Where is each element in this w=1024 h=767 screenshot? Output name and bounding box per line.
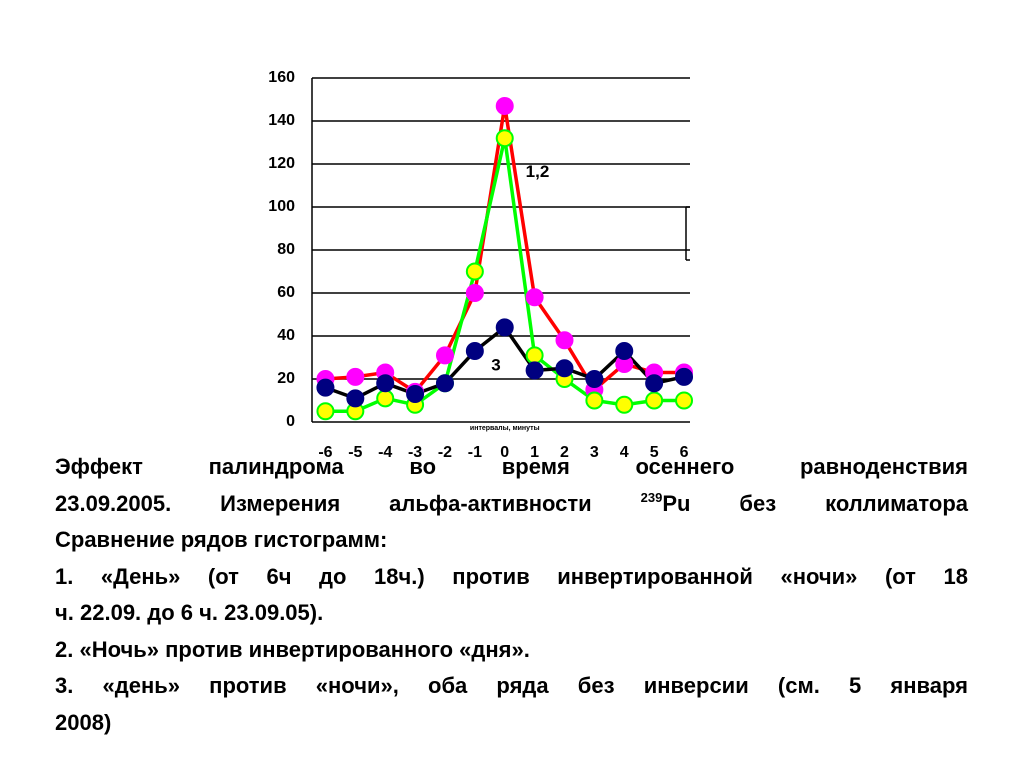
x-tick-label: 4 xyxy=(620,444,629,461)
point xyxy=(555,331,574,350)
x-tick-label: 3 xyxy=(590,444,599,461)
x-tick-label: -2 xyxy=(438,444,452,461)
y-tick-label: 60 xyxy=(277,284,295,301)
caption-line: 1. «День» (от 6ч до 18ч.) против инверти… xyxy=(55,563,968,589)
x-tick-label: 5 xyxy=(650,444,659,461)
annotation: 1,2 xyxy=(526,162,550,181)
caption: Эффект палиндрома во время осеннего равн… xyxy=(55,449,968,741)
point xyxy=(406,385,425,404)
annotation: 3 xyxy=(491,356,500,375)
point xyxy=(376,389,395,408)
x-tick-label: -5 xyxy=(348,444,362,461)
x-tick-label: 0 xyxy=(500,444,509,461)
point xyxy=(645,374,664,393)
x-axis-label: интервалы, минуты xyxy=(470,425,540,432)
point xyxy=(435,346,454,365)
y-tick-label: 0 xyxy=(286,413,295,430)
point xyxy=(615,395,634,414)
x-tick-label: -6 xyxy=(318,444,332,461)
x-tick-label: 1 xyxy=(530,444,539,461)
point xyxy=(615,342,634,361)
point xyxy=(495,129,514,148)
caption-line: 2. «Ночь» против инвертированного «дня». xyxy=(55,636,530,662)
y-tick-label: 40 xyxy=(277,327,295,344)
point xyxy=(645,391,664,410)
point xyxy=(346,389,365,408)
point xyxy=(465,342,484,361)
point xyxy=(376,374,395,393)
point xyxy=(495,96,514,115)
point xyxy=(675,391,694,410)
caption-line: 3. «день» против «ночи», оба ряда без ин… xyxy=(55,673,968,698)
x-tick-label: -1 xyxy=(468,444,482,461)
y-tick-label: 100 xyxy=(268,198,295,215)
x-tick-label: -4 xyxy=(378,444,392,461)
bracket xyxy=(685,206,690,261)
caption-line: ч. 22.09. до 6 ч. 23.09.05). xyxy=(55,600,324,625)
point xyxy=(675,367,694,386)
y-tick-label: 120 xyxy=(268,155,295,172)
point xyxy=(346,367,365,386)
point xyxy=(525,346,544,365)
point xyxy=(316,402,335,421)
point xyxy=(525,361,544,380)
caption-text: Pu без коллиматора xyxy=(662,490,969,516)
caption-line: Сравнение рядов гистограмм: xyxy=(55,527,388,552)
y-tick-label: 80 xyxy=(277,241,295,258)
caption-line: Эффект палиндрома во время осеннего равн… xyxy=(55,454,968,479)
point xyxy=(316,378,335,397)
point xyxy=(495,318,514,337)
y-tick-label: 140 xyxy=(268,112,295,129)
superscript: 239 xyxy=(640,489,663,505)
point xyxy=(465,262,484,281)
caption-line: 23.09.2005. Измерения альфа-активности 2… xyxy=(55,486,968,523)
y-tick-label: 160 xyxy=(268,69,295,86)
point xyxy=(555,359,574,378)
point xyxy=(585,391,604,410)
x-tick-label: 6 xyxy=(680,444,689,461)
point xyxy=(435,374,454,393)
y-tick-label: 20 xyxy=(277,370,295,387)
point xyxy=(585,370,604,388)
caption-line: 2008) xyxy=(55,709,112,735)
x-tick-label: -3 xyxy=(408,444,422,461)
caption-text: 23.09.2005. Измерения альфа-активности xyxy=(55,490,641,516)
point xyxy=(465,284,484,302)
point xyxy=(525,288,544,307)
x-tick-label: 2 xyxy=(560,444,569,461)
